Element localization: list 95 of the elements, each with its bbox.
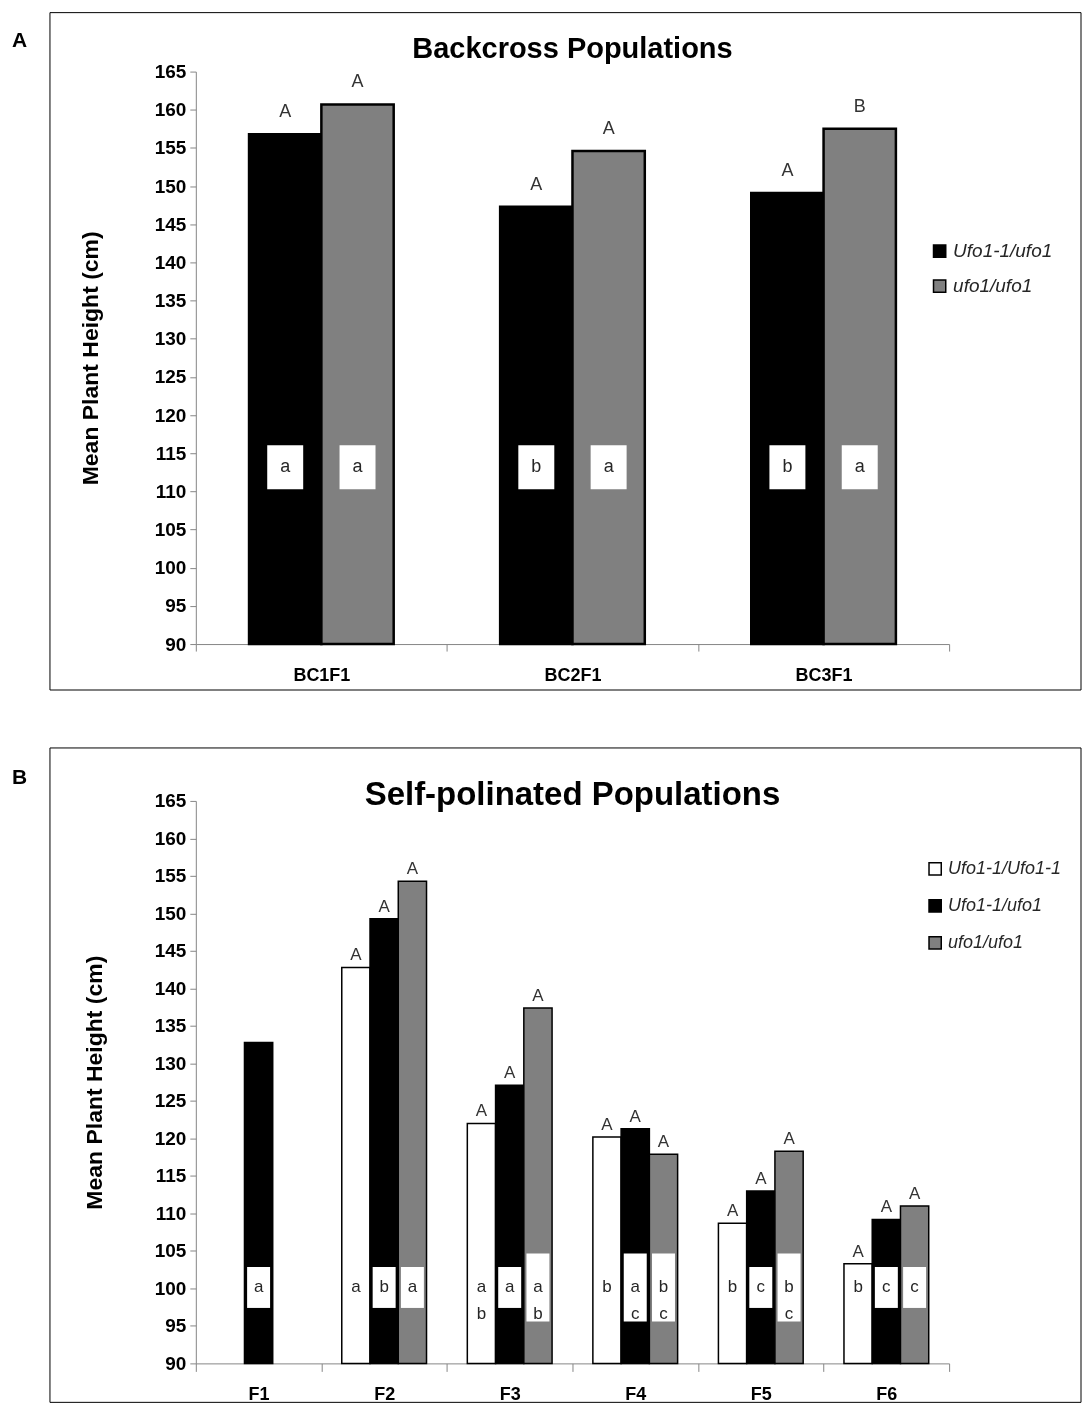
data-label: A bbox=[532, 985, 545, 1005]
y-tick-label: 110 bbox=[155, 480, 187, 502]
y-tick-label: 100 bbox=[154, 1277, 187, 1299]
legend-label: ufo1/ufo1 bbox=[953, 275, 1033, 297]
y-tick-label: 160 bbox=[154, 827, 187, 849]
y-tick-label: 90 bbox=[165, 1352, 187, 1374]
y-tick-label: 135 bbox=[154, 290, 187, 312]
y-axis-title: Mean Plant Height (cm) bbox=[76, 231, 103, 486]
annotation: a bbox=[854, 456, 865, 477]
data-label: A bbox=[880, 1197, 893, 1217]
data-label: A bbox=[783, 1129, 796, 1149]
y-tick-label: 110 bbox=[155, 1202, 187, 1224]
annotation: b bbox=[782, 456, 793, 477]
annotation: a bbox=[603, 456, 614, 477]
y-tick-label: 95 bbox=[165, 595, 187, 617]
annotation: a bbox=[407, 1277, 418, 1297]
x-tick-label: BC3F1 bbox=[795, 664, 853, 685]
annotation: a bbox=[351, 1277, 362, 1297]
annotation: b bbox=[379, 1277, 389, 1297]
data-label: A bbox=[781, 159, 794, 180]
legend-label: Ufo1-1/Ufo1-1 bbox=[948, 857, 1061, 878]
data-label: A bbox=[657, 1132, 670, 1152]
annotation: b bbox=[853, 1277, 863, 1297]
annotation: a b bbox=[533, 1277, 544, 1324]
annotation: a bbox=[352, 456, 363, 477]
legend-label: Ufo1-1/ufo1 bbox=[953, 240, 1053, 262]
y-tick-label: 165 bbox=[154, 61, 187, 83]
legend-label: Ufo1-1/ufo1 bbox=[948, 894, 1043, 915]
y-tick-label: 100 bbox=[154, 557, 187, 579]
text: A bbox=[11, 27, 28, 51]
annotation: b c bbox=[658, 1277, 669, 1324]
data-label: B bbox=[853, 95, 866, 116]
annotation: b bbox=[602, 1277, 612, 1297]
data-label: A bbox=[726, 1201, 739, 1221]
annotation: b bbox=[531, 456, 542, 477]
data-label: A bbox=[908, 1183, 921, 1203]
y-tick-label: 125 bbox=[154, 366, 187, 388]
x-tick-label: F3 bbox=[499, 1383, 521, 1404]
y-tick-label: 150 bbox=[154, 175, 187, 197]
y-tick-label: 165 bbox=[154, 790, 187, 812]
annotation: b bbox=[727, 1277, 738, 1297]
y-tick-label: 120 bbox=[154, 1127, 187, 1149]
y-tick-label: 145 bbox=[154, 213, 187, 235]
x-tick-label: BC1F1 bbox=[293, 664, 351, 685]
y-axis-title: Mean Plant Height (cm) bbox=[80, 955, 107, 1210]
y-tick-label: 105 bbox=[154, 1240, 187, 1262]
y-tick-label: 155 bbox=[154, 137, 187, 159]
y-tick-label: 130 bbox=[154, 1052, 187, 1074]
x-tick-label: F2 bbox=[374, 1383, 396, 1404]
annotation: a bbox=[504, 1277, 515, 1297]
data-label: A bbox=[601, 1114, 614, 1134]
y-tick-label: 155 bbox=[154, 865, 187, 887]
data-label: A bbox=[755, 1168, 768, 1188]
annotation: c bbox=[910, 1277, 920, 1297]
data-label: A bbox=[530, 173, 543, 194]
y-tick-label: 120 bbox=[154, 404, 187, 426]
x-tick-label: F1 bbox=[248, 1383, 270, 1404]
annotation: c bbox=[882, 1277, 892, 1297]
y-tick-label: 115 bbox=[155, 1165, 187, 1187]
y-tick-label: 150 bbox=[154, 902, 187, 924]
chart-title: Self-polinated Populations bbox=[364, 774, 781, 812]
y-tick-label: 140 bbox=[154, 251, 187, 273]
chart-title: Backcross Populations bbox=[412, 32, 733, 65]
data-label: A bbox=[279, 101, 292, 122]
annotation: c bbox=[756, 1277, 766, 1297]
annotation: b c bbox=[784, 1277, 794, 1324]
y-tick-label: 130 bbox=[154, 328, 187, 350]
data-label: A bbox=[504, 1063, 517, 1083]
data-label: A bbox=[350, 945, 363, 965]
y-tick-label: 95 bbox=[165, 1315, 187, 1337]
annotation: a bbox=[280, 456, 291, 477]
data-label: A bbox=[351, 71, 364, 92]
data-label: A bbox=[602, 117, 615, 138]
y-tick-label: 125 bbox=[154, 1090, 187, 1112]
text: B bbox=[11, 764, 28, 788]
y-tick-label: 90 bbox=[165, 633, 187, 655]
data-label: A bbox=[406, 859, 419, 879]
data-label: A bbox=[852, 1241, 865, 1261]
y-tick-label: 140 bbox=[154, 977, 187, 999]
legend-label: ufo1/ufo1 bbox=[948, 931, 1024, 952]
y-tick-label: 115 bbox=[155, 442, 187, 464]
annotation: a c bbox=[630, 1277, 641, 1324]
data-label: A bbox=[378, 896, 391, 916]
y-tick-label: 105 bbox=[154, 519, 187, 541]
data-label: A bbox=[629, 1106, 642, 1126]
x-tick-label: BC2F1 bbox=[544, 664, 602, 685]
annotation: a bbox=[253, 1277, 264, 1297]
x-tick-label: F6 bbox=[876, 1383, 898, 1404]
data-label: A bbox=[475, 1101, 488, 1121]
annotation: a b bbox=[476, 1277, 487, 1324]
y-tick-label: 135 bbox=[154, 1015, 187, 1037]
x-tick-label: F5 bbox=[750, 1383, 772, 1404]
x-tick-label: F4 bbox=[625, 1383, 647, 1404]
y-tick-label: 160 bbox=[154, 99, 187, 121]
y-tick-label: 145 bbox=[154, 940, 187, 962]
